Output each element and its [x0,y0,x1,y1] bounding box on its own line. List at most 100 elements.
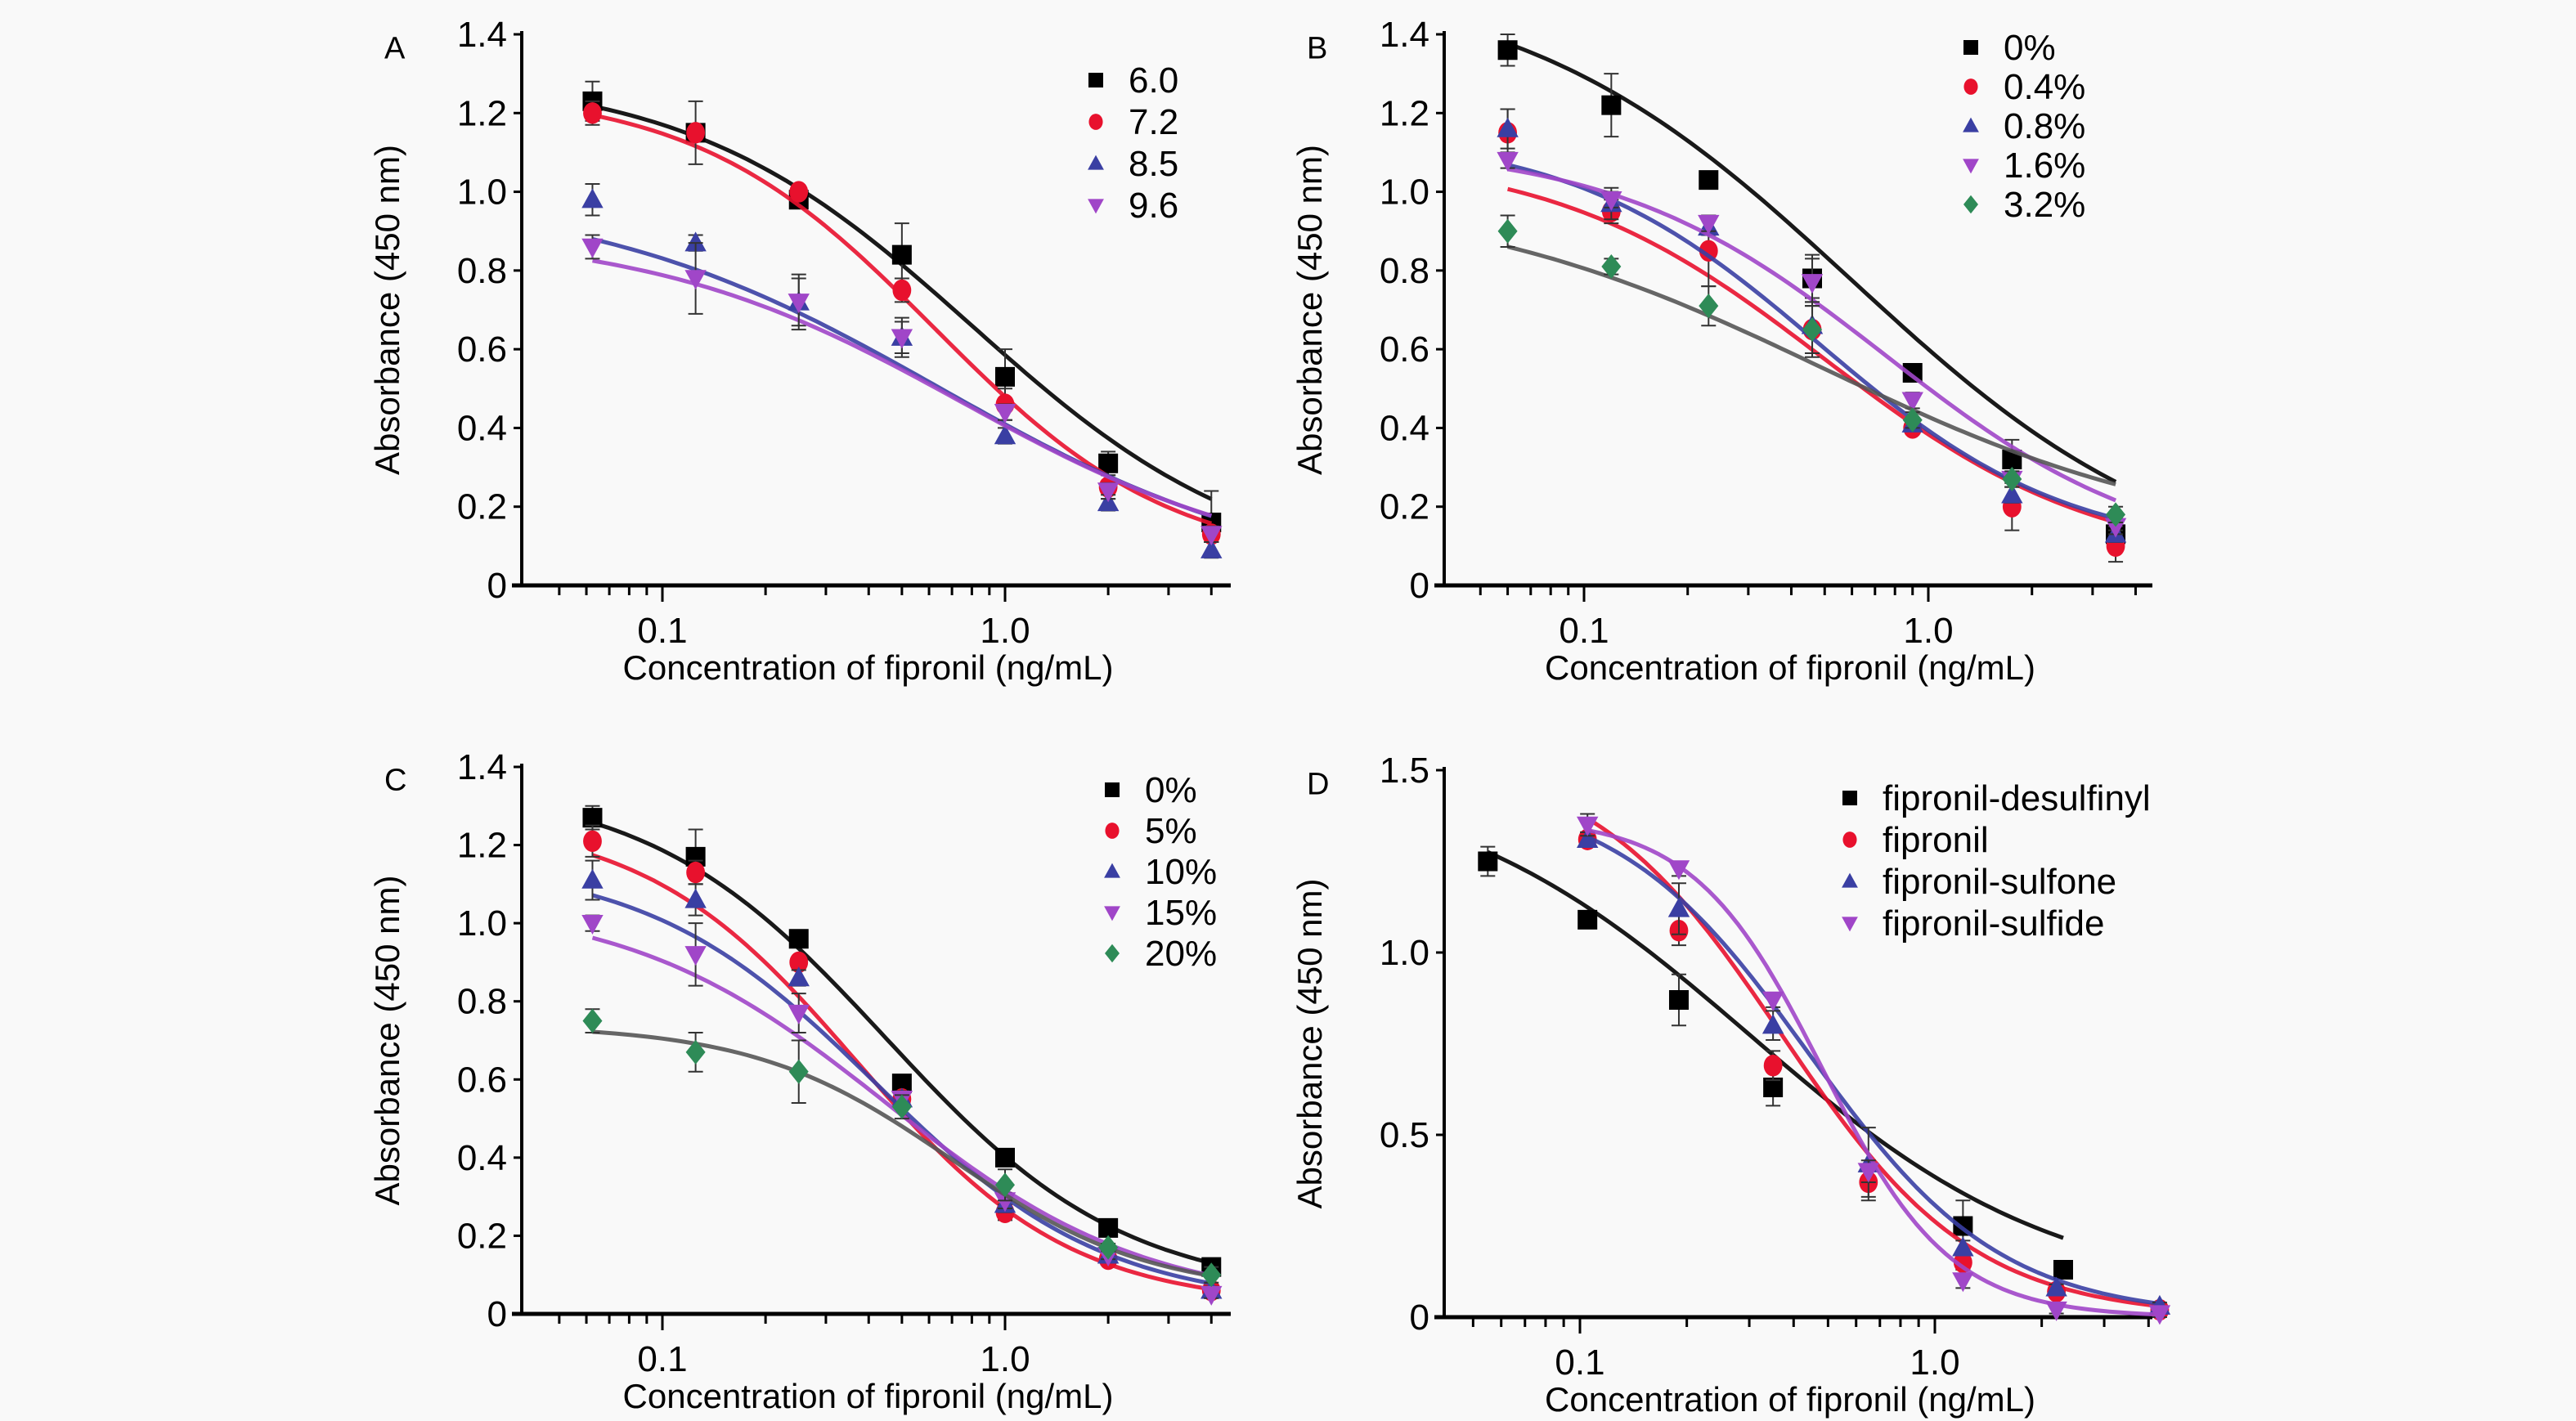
legend-marker-square-icon [1088,73,1103,87]
legend-marker-triangle-down-icon [1963,159,1979,174]
data-point [684,946,707,966]
data-point [1497,40,1518,61]
y-tick-label: 0 [1410,566,1429,606]
legend-label: 8.5 [1129,144,1178,184]
y-tick-label: 0.8 [457,982,507,1022]
data-point [1668,989,1689,1010]
y-tick-label: 0.8 [457,251,507,291]
y-tick-label: 0.5 [1380,1115,1429,1155]
y-axis-title: Absorbance (450 nm) [368,145,406,475]
legend-marker-triangle-up-icon [1963,117,1979,132]
data-point [1953,1251,1972,1274]
y-tick-label: 0 [1410,1298,1429,1338]
data-point [685,846,706,867]
y-tick-label: 1.0 [457,173,507,213]
data-point [1601,95,1622,115]
data-point [581,188,604,208]
data-point [788,1059,809,1084]
legend-entry: 0.4% [1963,67,2085,107]
data-point [891,329,913,349]
legend-label: 5% [1145,811,1197,851]
x-axis-title: Concentration of fipronil (ng/mL) [1545,1380,2035,1419]
legend-label: 20% [1145,934,1217,974]
y-tick-label: 1.4 [457,15,507,55]
y-tick-label: 1.2 [457,826,507,866]
legend-label: 0.8% [2004,106,2085,146]
data-point [1576,816,1599,836]
legend-marker-circle-icon [1088,114,1103,130]
data-point [1761,1014,1784,1034]
legend-marker-triangle-up-icon [1842,872,1858,888]
x-tick-label: 0.1 [637,611,687,651]
panel-letter: B [1307,31,1327,65]
data-point [995,1147,1015,1168]
legend-entry: fipronil-sulfone [1842,862,2116,902]
data-point [2053,1260,2073,1280]
data-point [582,808,603,828]
legend-marker-triangle-down-icon [1104,906,1120,921]
panel-letter: C [384,763,406,797]
legend-label: fipronil-sulfone [1883,862,2116,902]
fit-curve [1586,835,2161,1307]
legend-entry: 6.0 [1088,61,1178,101]
y-tick-label: 0.2 [1380,487,1429,527]
data-point [1497,117,1519,137]
data-point [684,231,707,252]
legend-marker-triangle-up-icon [1104,863,1120,878]
legend-entry: 3.2% [1963,185,2085,225]
legend-entry: 7.2 [1088,102,1178,142]
legend-marker-triangle-up-icon [1088,155,1104,170]
data-point [891,1074,912,1094]
data-point [788,966,810,987]
y-tick-label: 1.4 [1380,15,1429,55]
data-point [1201,1262,1222,1288]
legend-entry: fipronil-sulfide [1842,903,2104,944]
legend-entry: 8.5 [1088,144,1178,184]
y-axis-title: Absorbance (450 nm) [368,876,406,1206]
panel-b: B00.20.40.60.81.01.21.40.1 1.0Concentrati… [1290,15,2152,687]
legend-label: 0% [1145,770,1197,810]
data-point [1698,214,1720,235]
legend-label: 0.4% [2004,67,2085,107]
legend-label: fipronil [1883,820,1989,860]
data-point [684,270,707,290]
y-tick-label: 0 [487,1294,507,1334]
data-point [583,830,602,852]
data-point [2045,1276,2067,1297]
fit-curve [1506,41,2117,484]
data-point [892,279,912,302]
y-tick-label: 1.4 [457,747,507,787]
y-tick-label: 1.5 [1380,751,1429,791]
data-point [1763,1078,1784,1098]
series-5 [583,824,1221,1302]
legend-label: 9.6 [1129,186,1178,226]
data-point [1667,860,1690,881]
data-point [1497,151,1519,172]
data-point [1200,538,1223,558]
legend-marker-square-icon [1963,40,1978,55]
legend-entry: fipronil [1842,820,1989,860]
legend-label: 15% [1145,893,1217,933]
legend-marker-triangle-down-icon [1088,199,1104,214]
legend-entry: 15% [1104,893,1217,933]
data-point [2045,1301,2067,1321]
y-axis-title: Absorbance (450 nm) [1290,879,1329,1209]
data-point [789,951,809,974]
legend-label: 7.2 [1129,102,1178,142]
x-tick-label: 1.0 [1910,1343,1959,1383]
data-point [1902,407,1923,433]
data-point [2148,1305,2171,1325]
data-point [995,366,1015,387]
legend-marker-square-icon [1105,782,1120,797]
data-point [2001,483,2023,504]
series-fipronil-sulfone [1576,827,2171,1315]
data-point [1601,254,1622,280]
data-point [1667,897,1690,917]
x-tick-label: 1.0 [980,1339,1030,1379]
data-point [1801,274,1824,294]
series-3-2 [1497,214,2126,527]
data-point [1097,482,1120,503]
legend-entry: 0% [1105,770,1197,810]
panel-c: C00.20.40.60.81.01.21.40.1 1.0Concentrati… [368,747,1231,1415]
